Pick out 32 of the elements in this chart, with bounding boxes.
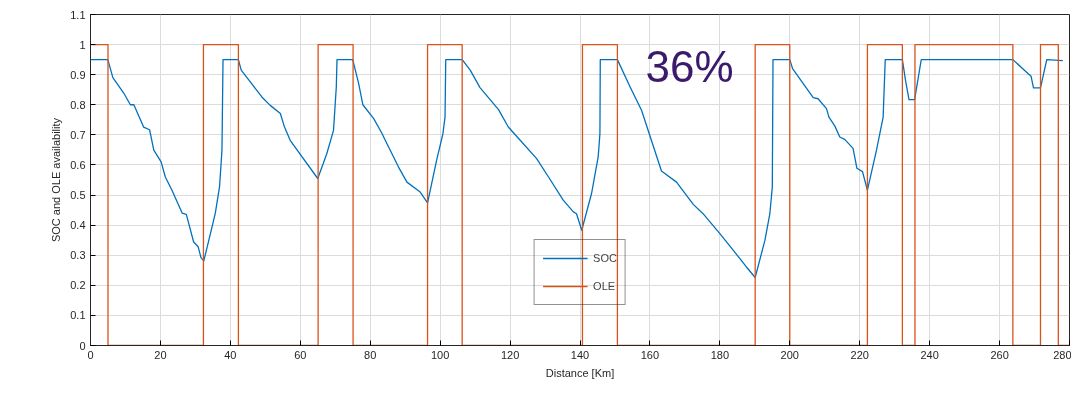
x-tick-label: 40	[224, 348, 237, 361]
x-tick-label: 100	[430, 348, 450, 361]
y-tick-label: 0.6	[70, 158, 86, 171]
x-tick-label: 160	[640, 348, 660, 361]
x-tick-label: 80	[364, 348, 377, 361]
legend-label: SOC	[593, 252, 617, 264]
x-tick-label: 200	[780, 348, 799, 361]
x-tick-label: 180	[710, 348, 730, 361]
x-tick-label: 0	[87, 348, 94, 361]
x-tick-label: 220	[850, 348, 869, 361]
x-tick-label: 280	[1053, 348, 1071, 361]
y-tick-label: 0.2	[70, 279, 86, 292]
y-tick-label: 0.8	[70, 98, 86, 111]
y-tick-label: 0.7	[70, 128, 86, 141]
x-tick-label: 140	[570, 348, 590, 361]
y-tick-label: 0.4	[70, 219, 86, 232]
y-tick-label: 0	[79, 339, 86, 352]
legend-label: OLE	[593, 280, 616, 292]
x-tick-label: 120	[500, 348, 520, 361]
x-axis-title: Distance [Km]	[545, 366, 615, 379]
x-tick-label: 20	[154, 348, 167, 361]
annotation: 36%	[645, 41, 734, 91]
x-tick-label: 260	[990, 348, 1009, 361]
y-axis-title: SOC and OLE availability	[50, 117, 63, 243]
y-tick-label: 0.9	[70, 68, 86, 81]
x-tick-label: 240	[920, 348, 939, 361]
y-tick-label: 0.5	[70, 189, 86, 202]
y-tick-label: 1	[79, 38, 86, 51]
x-tick-label: 60	[294, 348, 307, 361]
y-tick-label: 0.3	[70, 249, 86, 262]
y-tick-label: 0.1	[70, 309, 86, 322]
y-tick-label: 1.1	[70, 8, 86, 21]
